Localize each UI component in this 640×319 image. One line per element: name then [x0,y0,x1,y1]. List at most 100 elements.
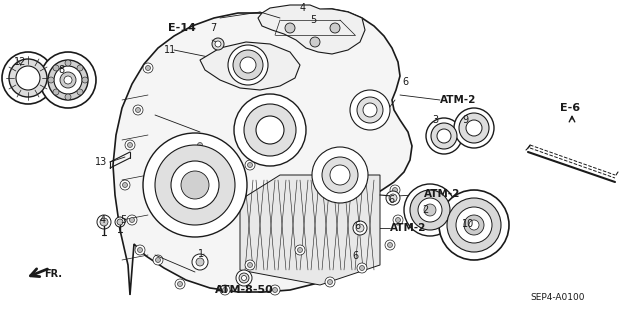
Circle shape [245,260,255,270]
Circle shape [228,45,268,85]
Circle shape [330,165,350,185]
Circle shape [223,287,227,293]
Circle shape [48,77,54,83]
Circle shape [295,245,305,255]
Circle shape [143,63,153,73]
Circle shape [234,94,306,166]
Circle shape [127,143,132,147]
Circle shape [143,133,247,237]
Circle shape [322,157,358,193]
Circle shape [198,143,202,147]
Text: 13: 13 [95,157,108,167]
Circle shape [418,198,442,222]
Circle shape [270,285,280,295]
Circle shape [115,217,125,227]
Circle shape [387,242,392,248]
Text: 6: 6 [402,77,408,87]
Circle shape [454,108,494,148]
Circle shape [53,89,59,95]
Circle shape [325,277,335,287]
Circle shape [153,255,163,265]
Circle shape [65,60,71,66]
Circle shape [244,104,296,156]
Circle shape [466,120,482,136]
Circle shape [248,162,253,167]
Circle shape [245,160,255,170]
Circle shape [392,188,397,192]
Circle shape [464,215,484,235]
Circle shape [357,97,383,123]
Circle shape [396,218,401,222]
Circle shape [236,270,252,286]
Text: 12: 12 [14,57,26,67]
Circle shape [177,281,182,286]
Circle shape [410,190,450,230]
Circle shape [363,103,377,117]
Text: 5: 5 [120,215,126,225]
Circle shape [350,90,390,130]
Polygon shape [240,175,380,285]
Circle shape [248,263,253,268]
Text: 10: 10 [462,219,474,229]
Text: ATM-2: ATM-2 [424,189,460,199]
Text: 8: 8 [58,65,64,75]
Circle shape [53,65,59,71]
Circle shape [356,224,364,232]
Circle shape [133,105,143,115]
Circle shape [240,57,256,73]
Text: 7: 7 [210,23,216,33]
Circle shape [195,140,205,150]
Polygon shape [200,42,300,90]
Circle shape [393,215,403,225]
Circle shape [285,23,295,33]
Circle shape [389,194,397,202]
Circle shape [437,129,451,143]
Circle shape [54,66,82,94]
Circle shape [426,118,462,154]
Circle shape [241,276,246,280]
Circle shape [256,116,284,144]
Text: 4: 4 [100,215,106,225]
Circle shape [64,76,72,84]
Circle shape [328,279,333,285]
Circle shape [360,265,365,271]
Circle shape [330,23,340,33]
Circle shape [273,287,278,293]
Circle shape [310,37,320,47]
Text: ATM-2: ATM-2 [440,95,476,105]
Text: 4: 4 [300,3,306,13]
Circle shape [122,182,127,188]
Circle shape [215,41,221,47]
Circle shape [353,221,367,235]
Circle shape [136,108,141,113]
Circle shape [212,38,224,50]
Circle shape [192,254,208,270]
Circle shape [404,184,456,236]
Text: FR.: FR. [44,269,62,279]
Text: 9: 9 [462,115,468,125]
Text: 6: 6 [352,251,358,261]
Circle shape [155,145,235,225]
Text: 6: 6 [354,221,360,231]
Circle shape [82,77,88,83]
Circle shape [469,220,479,230]
Circle shape [220,285,230,295]
Circle shape [97,215,111,229]
Text: 6: 6 [388,195,394,205]
Text: E-14: E-14 [168,23,196,33]
Circle shape [9,59,47,97]
Circle shape [196,258,204,266]
Circle shape [312,147,368,203]
Circle shape [60,72,76,88]
Text: 1: 1 [198,249,204,259]
Circle shape [100,218,108,226]
Circle shape [120,180,130,190]
Circle shape [127,215,137,225]
Circle shape [456,207,492,243]
Text: SEP4-A0100: SEP4-A0100 [530,293,584,302]
Circle shape [48,60,88,100]
Circle shape [431,123,457,149]
Circle shape [77,65,83,71]
Circle shape [2,52,54,104]
Text: 5: 5 [310,15,316,25]
